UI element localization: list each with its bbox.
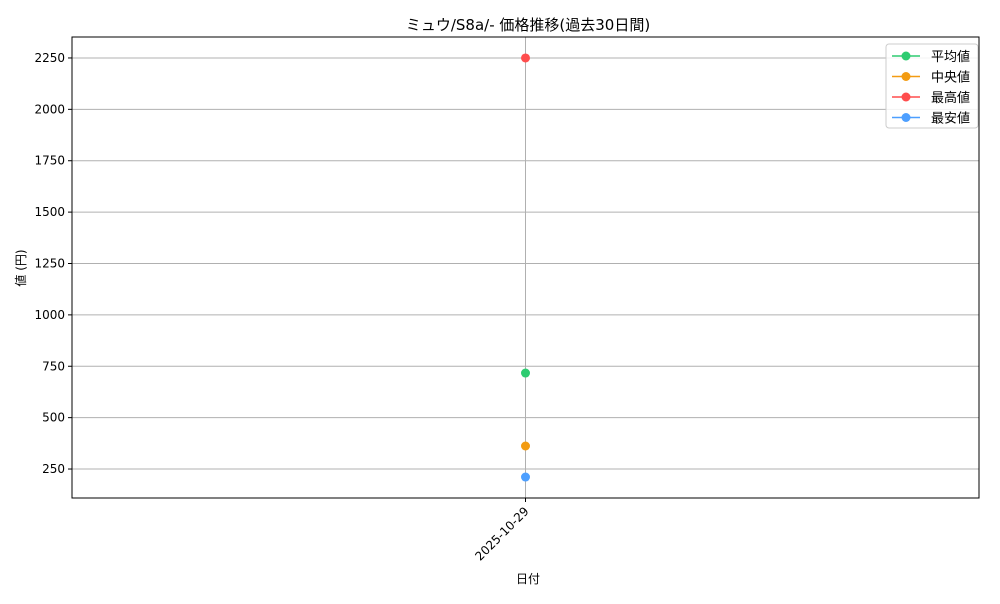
y-tick-label: 1500 xyxy=(34,205,65,219)
y-tick-label: 750 xyxy=(42,359,65,373)
data-point xyxy=(521,472,530,482)
x-axis-label: 日付 xyxy=(516,572,540,586)
legend-label: 平均値 xyxy=(931,49,970,65)
y-tick-label: 1750 xyxy=(34,154,65,168)
legend-marker xyxy=(901,92,911,102)
y-tick-label: 2250 xyxy=(34,51,65,65)
y-tick-label: 250 xyxy=(42,462,65,476)
legend-box xyxy=(885,43,979,129)
data-point xyxy=(521,53,530,63)
legend-label: 最安値 xyxy=(931,111,970,127)
legend-label: 最高値 xyxy=(931,90,970,106)
legend-marker xyxy=(901,72,911,81)
chart-title: ミュウ/S8a/- 価格推移(過去30日間) xyxy=(406,16,650,34)
y-axis-label: 値 (円) xyxy=(13,249,28,286)
y-tick-label: 1250 xyxy=(34,256,65,270)
data-point xyxy=(521,441,530,451)
legend-label: 中央値 xyxy=(931,70,970,86)
legend-marker xyxy=(901,51,911,61)
y-tick-label: 2000 xyxy=(34,102,65,116)
y-tick-label: 500 xyxy=(42,411,65,425)
y-tick-label: 1000 xyxy=(34,308,65,322)
legend-marker xyxy=(901,113,911,122)
data-point xyxy=(521,368,530,378)
x-tick-label: 2025-10-29 xyxy=(472,504,531,563)
